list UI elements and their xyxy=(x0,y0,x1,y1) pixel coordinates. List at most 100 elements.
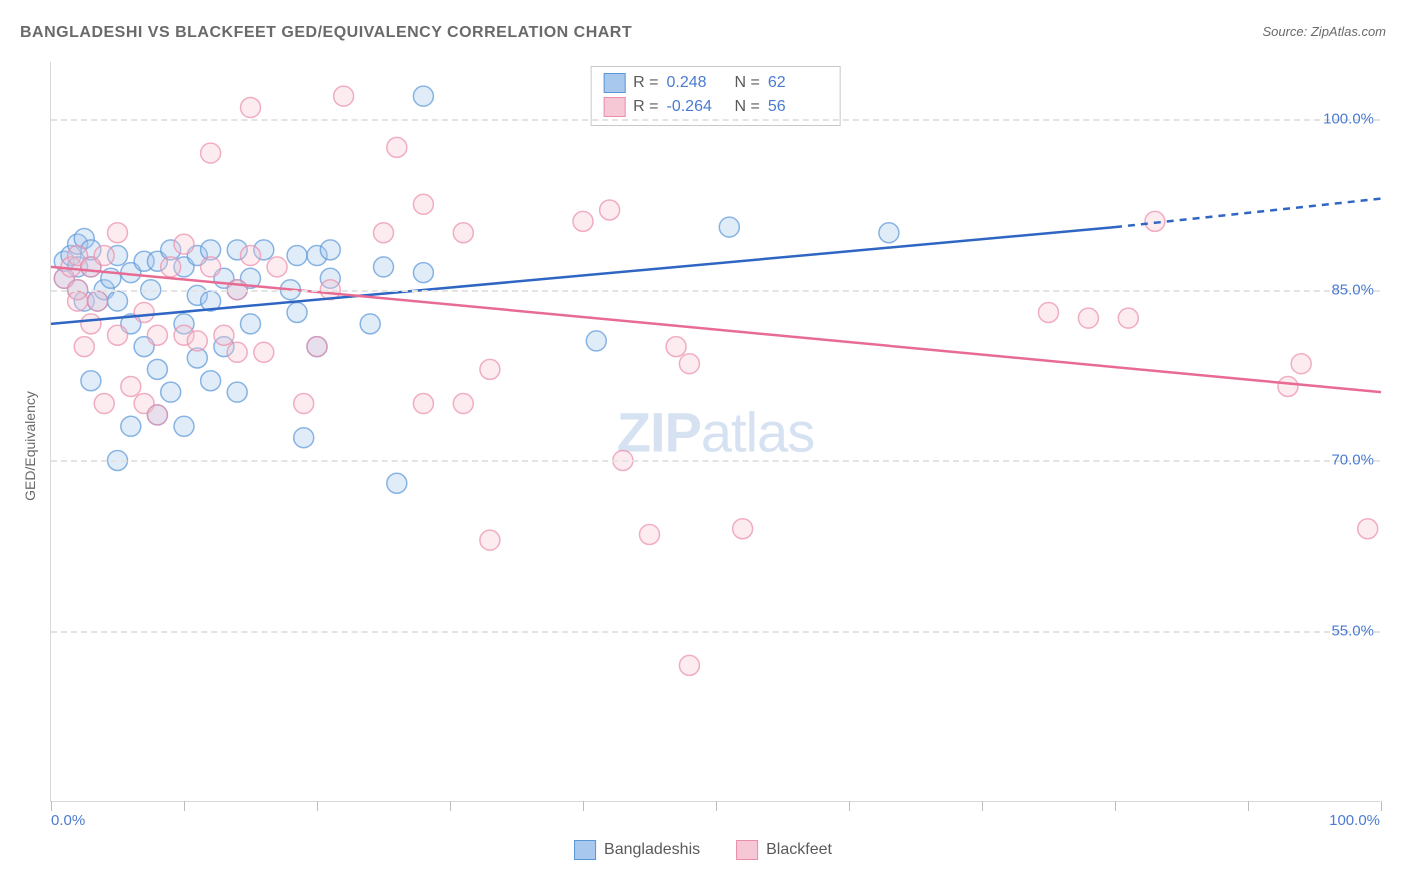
scatter-point xyxy=(187,331,207,351)
x-tick xyxy=(849,801,850,811)
scatter-point xyxy=(1078,308,1098,328)
y-tick-label: 55.0% xyxy=(1331,623,1374,640)
scatter-point xyxy=(360,314,380,334)
n-label: N = xyxy=(735,95,760,119)
scatter-point xyxy=(174,416,194,436)
scatter-point xyxy=(679,655,699,675)
scatter-point xyxy=(453,394,473,414)
scatter-point xyxy=(81,371,101,391)
r-value: -0.264 xyxy=(667,95,727,119)
scatter-point xyxy=(108,223,128,243)
n-value: 56 xyxy=(768,95,828,119)
x-tick xyxy=(1381,801,1382,811)
scatter-point xyxy=(287,246,307,266)
scatter-point xyxy=(307,337,327,357)
y-tick-label: 85.0% xyxy=(1331,281,1374,298)
x-tick xyxy=(982,801,983,811)
scatter-point xyxy=(94,246,114,266)
x-axis-min: 0.0% xyxy=(51,812,85,829)
x-tick xyxy=(1248,801,1249,811)
legend-label: Bangladeshis xyxy=(604,841,700,859)
scatter-point xyxy=(1039,302,1059,322)
x-tick xyxy=(583,801,584,811)
gridline xyxy=(51,290,1380,292)
scatter-point xyxy=(413,86,433,106)
stat-legend: R = 0.248 N = 62 R = -0.264 N = 56 xyxy=(590,66,841,126)
scatter-point xyxy=(74,337,94,357)
scatter-point xyxy=(241,246,261,266)
scatter-point xyxy=(267,257,287,277)
scatter-point xyxy=(879,223,899,243)
scatter-point xyxy=(108,325,128,345)
scatter-point xyxy=(374,257,394,277)
scatter-point xyxy=(147,405,167,425)
scatter-point xyxy=(719,217,739,237)
scatter-point xyxy=(679,354,699,374)
scatter-point xyxy=(201,143,221,163)
scatter-point xyxy=(121,376,141,396)
scatter-point xyxy=(94,394,114,414)
scatter-point xyxy=(1118,308,1138,328)
scatter-point xyxy=(294,394,314,414)
gridline xyxy=(51,460,1380,462)
scatter-svg xyxy=(51,62,1380,801)
scatter-point xyxy=(161,257,181,277)
legend-swatch xyxy=(603,73,625,93)
stat-legend-row: R = -0.264 N = 56 xyxy=(603,95,828,119)
scatter-point xyxy=(81,314,101,334)
scatter-point xyxy=(108,291,128,311)
series-legend: Bangladeshis Blackfeet xyxy=(574,840,832,860)
scatter-point xyxy=(320,240,340,260)
scatter-point xyxy=(573,211,593,231)
chart-title: BANGLADESHI VS BLACKFEET GED/EQUIVALENCY… xyxy=(20,24,632,42)
scatter-point xyxy=(413,194,433,214)
scatter-point xyxy=(68,291,88,311)
scatter-point xyxy=(287,302,307,322)
scatter-point xyxy=(480,359,500,379)
scatter-point xyxy=(214,325,234,345)
x-tick xyxy=(184,801,185,811)
scatter-point xyxy=(387,137,407,157)
scatter-point xyxy=(1145,211,1165,231)
plot-area: ZIPatlas R = 0.248 N = 62 R = -0.264 N =… xyxy=(50,62,1380,802)
x-tick xyxy=(317,801,318,811)
legend-label: Blackfeet xyxy=(766,841,832,859)
scatter-point xyxy=(387,473,407,493)
scatter-point xyxy=(227,382,247,402)
scatter-point xyxy=(334,86,354,106)
scatter-point xyxy=(147,359,167,379)
scatter-point xyxy=(294,428,314,448)
r-label: R = xyxy=(633,95,658,119)
scatter-point xyxy=(174,234,194,254)
y-tick-label: 70.0% xyxy=(1331,452,1374,469)
scatter-point xyxy=(1278,376,1298,396)
n-value: 62 xyxy=(768,71,828,95)
stat-legend-row: R = 0.248 N = 62 xyxy=(603,71,828,95)
scatter-point xyxy=(374,223,394,243)
scatter-point xyxy=(161,382,181,402)
scatter-point xyxy=(413,263,433,283)
x-tick xyxy=(716,801,717,811)
scatter-point xyxy=(640,524,660,544)
x-tick xyxy=(450,801,451,811)
x-axis-max: 100.0% xyxy=(1329,812,1380,829)
y-tick-label: 100.0% xyxy=(1323,110,1374,127)
scatter-point xyxy=(227,342,247,362)
scatter-point xyxy=(1358,519,1378,539)
scatter-point xyxy=(586,331,606,351)
x-tick xyxy=(51,801,52,811)
scatter-point xyxy=(241,314,261,334)
legend-swatch xyxy=(574,840,596,860)
source-label: Source: ZipAtlas.com xyxy=(1262,24,1386,39)
legend-swatch xyxy=(603,97,625,117)
scatter-point xyxy=(254,342,274,362)
r-label: R = xyxy=(633,71,658,95)
scatter-point xyxy=(147,325,167,345)
scatter-point xyxy=(121,416,141,436)
r-value: 0.248 xyxy=(667,71,727,95)
scatter-point xyxy=(88,291,108,311)
scatter-point xyxy=(201,257,221,277)
scatter-point xyxy=(453,223,473,243)
gridline xyxy=(51,631,1380,633)
scatter-point xyxy=(733,519,753,539)
